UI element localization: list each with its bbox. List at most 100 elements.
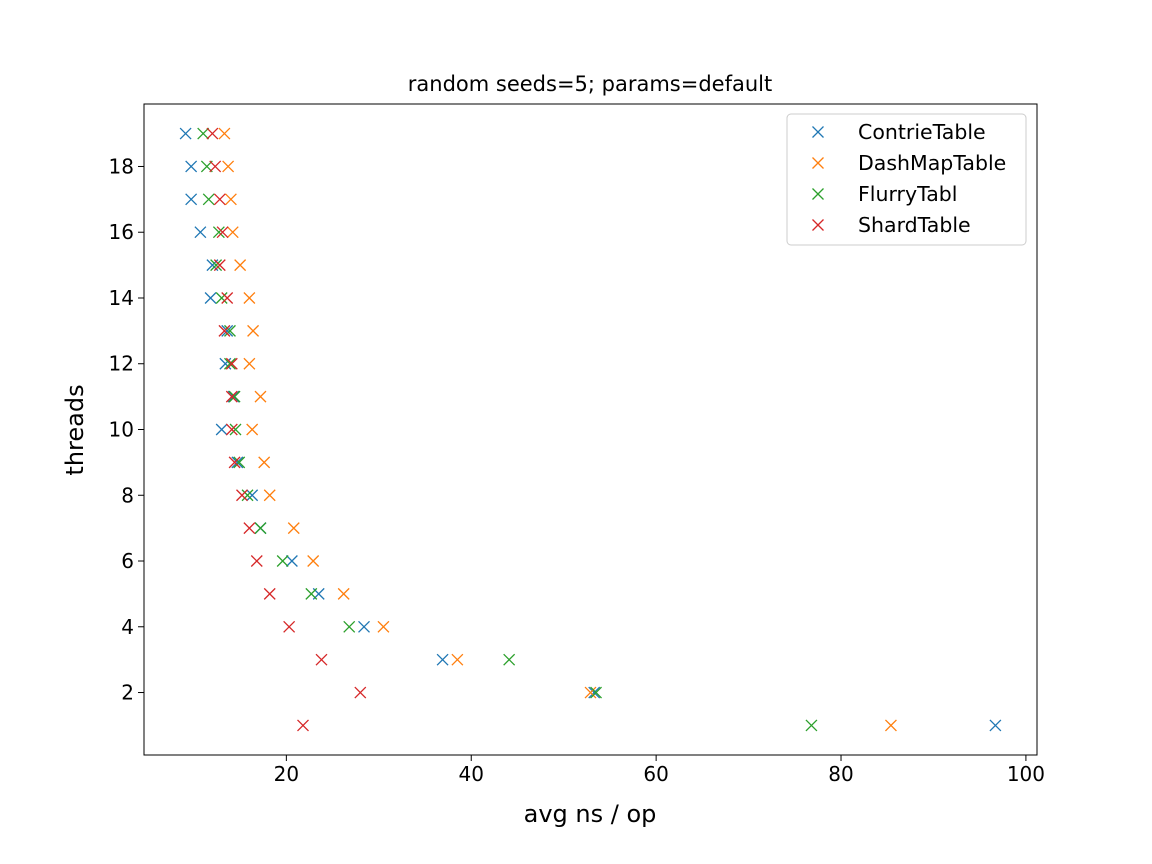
x-tick-label: 40 (459, 762, 484, 786)
x-tick-label: 100 (1007, 762, 1045, 786)
data-point-flurrytabl (229, 423, 242, 436)
data-point-shardtable (228, 456, 241, 469)
data-point-flurrytabl (233, 456, 246, 469)
y-tick-label: 12 (109, 352, 134, 376)
data-point-contrietable (204, 292, 217, 304)
data-point-dashmaptable (226, 226, 239, 239)
data-point-shardtable (206, 127, 219, 140)
y-tick-label: 4 (121, 615, 134, 639)
data-point-contrietable (436, 653, 449, 666)
chart-title: random seeds=5; params=default (408, 72, 772, 96)
data-point-contrietable (989, 719, 1002, 732)
data-point-flurrytabl (590, 686, 603, 699)
data-point-flurrytabl (197, 127, 210, 140)
legend-marker-flurrytabl (812, 188, 824, 200)
data-point-shardtable (225, 390, 238, 403)
y-tick-label: 8 (121, 483, 134, 507)
x-tick-label: 80 (828, 762, 853, 786)
data-point-dashmaptable (307, 555, 320, 567)
data-point-dashmaptable (247, 324, 260, 337)
data-point-contrietable (185, 193, 198, 206)
data-point-flurrytabl (241, 489, 254, 502)
data-point-shardtable (283, 620, 296, 633)
data-point-dashmaptable (258, 456, 271, 469)
data-point-contrietable (231, 456, 244, 469)
data-point-contrietable (215, 423, 228, 436)
plot-frame (143, 103, 1038, 756)
x-tick-label: 60 (643, 762, 668, 786)
legend-label-flurrytabl: FlurryTabl (858, 182, 958, 206)
data-point-dashmaptable (234, 259, 247, 272)
series-shardtable (206, 127, 367, 732)
data-point-contrietable (227, 390, 240, 403)
data-point-contrietable (221, 324, 234, 337)
data-point-dashmaptable (377, 620, 390, 633)
data-point-dashmaptable (584, 686, 597, 699)
x-axis-label: avg ns / op (524, 800, 657, 828)
data-point-flurrytabl (200, 160, 213, 173)
data-point-dashmaptable (451, 653, 464, 666)
y-tick-label: 14 (109, 286, 134, 310)
data-point-flurrytabl (202, 193, 215, 206)
data-point-shardtable (354, 686, 367, 699)
data-point-shardtable (225, 357, 238, 370)
legend-box (786, 113, 1027, 246)
data-point-flurrytabl (254, 522, 267, 535)
series-flurrytabl (197, 127, 818, 732)
data-point-flurrytabl (224, 324, 236, 337)
y-tick-label: 2 (121, 681, 134, 705)
data-point-contrietable (179, 127, 192, 140)
data-point-shardtable (209, 160, 222, 173)
data-point-contrietable (185, 160, 198, 173)
data-point-flurrytabl (224, 357, 236, 370)
data-point-flurrytabl (343, 620, 356, 633)
data-point-shardtable (236, 489, 248, 502)
legend-marker-dashmaptable (812, 157, 824, 169)
legend-label-dashmaptable: DashMapTable (858, 151, 1006, 175)
y-tick-label: 6 (121, 549, 134, 573)
data-point-contrietable (194, 226, 207, 239)
data-point-dashmaptable (218, 127, 231, 140)
data-point-contrietable (285, 555, 298, 567)
data-point-dashmaptable (287, 522, 300, 535)
data-point-shardtable (243, 522, 256, 535)
data-point-shardtable (297, 719, 309, 732)
data-point-contrietable (358, 620, 370, 633)
data-point-shardtable (218, 324, 231, 337)
data-point-dashmaptable (337, 587, 350, 600)
data-point-shardtable (263, 587, 276, 600)
data-point-flurrytabl (228, 390, 241, 403)
data-point-dashmaptable (246, 423, 259, 436)
series-dashmaptable (218, 127, 897, 732)
data-point-flurrytabl (276, 555, 289, 567)
data-point-dashmaptable (263, 489, 276, 502)
data-point-shardtable (221, 292, 234, 304)
data-point-shardtable (213, 193, 226, 206)
data-point-flurrytabl (212, 226, 225, 239)
data-point-shardtable (225, 423, 238, 436)
data-point-dashmaptable (243, 357, 256, 370)
data-point-shardtable (250, 555, 263, 567)
data-point-dashmaptable (884, 719, 897, 732)
data-point-dashmaptable (224, 193, 237, 206)
y-tick-label: 16 (109, 220, 134, 244)
data-point-shardtable (216, 226, 229, 239)
data-point-flurrytabl (805, 719, 818, 732)
data-point-flurrytabl (503, 653, 516, 666)
legend-label-shardtable: ShardTable (858, 213, 971, 237)
legend-marker-shardtable (812, 219, 824, 231)
data-point-flurrytabl (215, 292, 228, 304)
legend-label-contrietable: ContrieTable (858, 120, 986, 144)
x-tick-label: 20 (274, 762, 299, 786)
legend: ContrieTable DashMapTable FlurryTabl ShardT… (786, 113, 1027, 246)
legend-marker-contrietable (812, 126, 824, 138)
data-points (179, 127, 1002, 732)
data-point-contrietable (588, 686, 601, 699)
data-point-dashmaptable (254, 390, 267, 403)
x-axis-ticks: 20 40 60 80 100 (274, 755, 1045, 786)
data-point-dashmaptable (222, 160, 235, 173)
data-point-flurrytabl (210, 259, 223, 272)
y-axis-ticks: 2 4 6 8 10 12 14 16 18 (109, 154, 144, 705)
y-axis-label: threads (61, 384, 89, 475)
